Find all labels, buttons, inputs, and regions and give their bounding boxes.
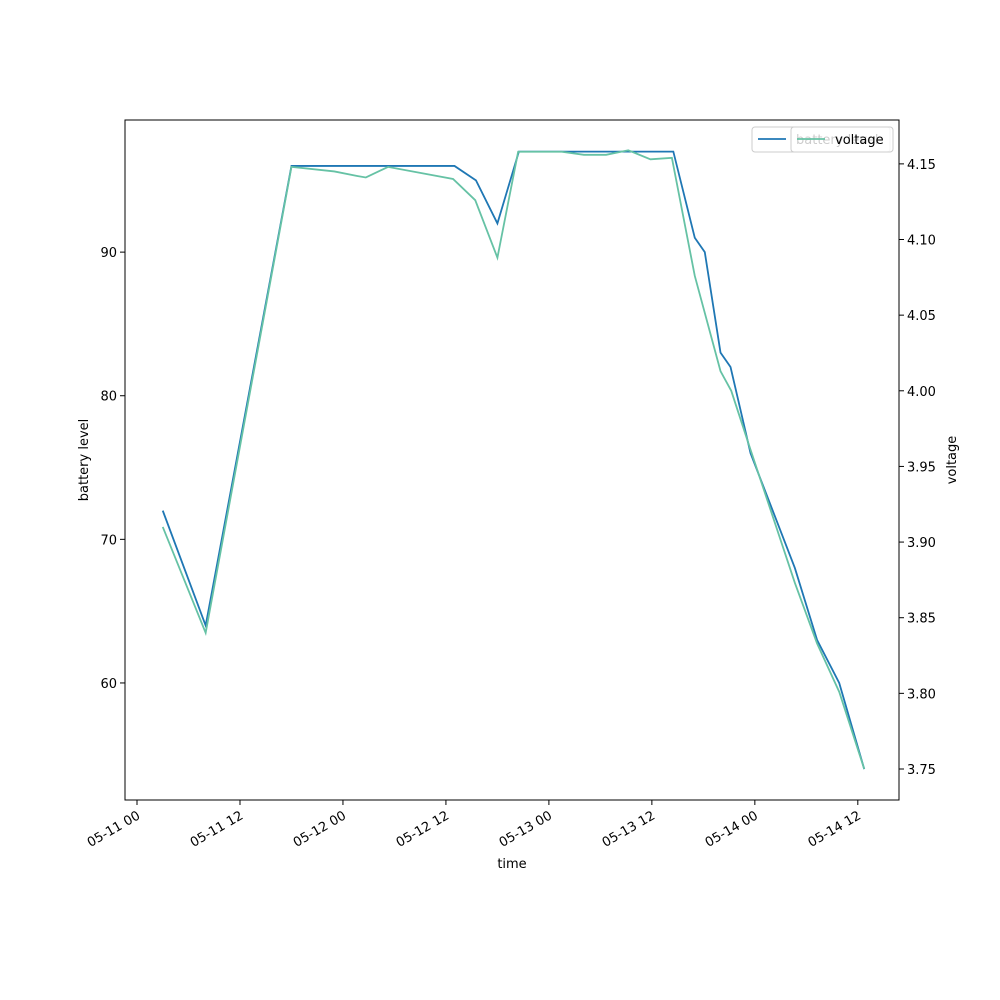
x-tick-label: 05-11 12	[188, 808, 246, 850]
x-tick-label: 05-13 12	[600, 808, 658, 850]
axes-frame	[124, 119, 900, 801]
legend-box	[790, 126, 894, 153]
x-tick-label: 05-14 12	[806, 808, 864, 850]
y2-tick-label: 4.10	[907, 234, 936, 249]
x-axis-label: time	[497, 857, 526, 872]
y2-axis-label: voltage	[945, 436, 960, 485]
y2-tick-label: 3.80	[907, 687, 936, 702]
series-line	[161, 149, 866, 770]
y-tick-label: 90	[100, 246, 117, 261]
y2-tick-label: 3.75	[907, 763, 936, 778]
y2-tick-label: 4.05	[907, 309, 936, 324]
y-axis-label: battery level	[77, 419, 92, 502]
series-line	[161, 150, 866, 770]
y-tick-label: 80	[100, 390, 117, 405]
x-tick-label: 05-12 00	[291, 808, 349, 850]
legend-label: voltage	[835, 133, 884, 148]
y2-tick-label: 3.95	[907, 460, 936, 475]
y-tick-label: 70	[100, 533, 117, 548]
x-tick-label: 05-12 12	[394, 808, 452, 850]
y-tick-label: 60	[100, 677, 117, 692]
x-tick-label: 05-13 00	[497, 808, 555, 850]
y2-tick-label: 4.15	[907, 158, 936, 173]
y2-tick-label: 4.00	[907, 385, 936, 400]
y2-tick-label: 3.85	[907, 612, 936, 627]
y2-tick-label: 3.90	[907, 536, 936, 551]
x-tick-label: 05-11 00	[85, 808, 143, 850]
x-tick-label: 05-14 00	[703, 808, 761, 850]
